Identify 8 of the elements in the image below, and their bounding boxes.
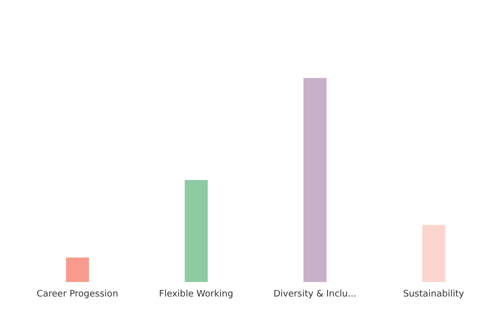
- bar: [422, 224, 446, 282]
- bar: [66, 258, 89, 282]
- x-tick-label: Sustainability: [403, 289, 465, 300]
- bar: [184, 180, 208, 282]
- x-tick-label: Diversity & Inclu...: [273, 289, 356, 300]
- x-tick-label: Flexible Working: [159, 289, 234, 300]
- x-tick-label: Career Progession: [36, 289, 118, 300]
- bar: [304, 78, 326, 282]
